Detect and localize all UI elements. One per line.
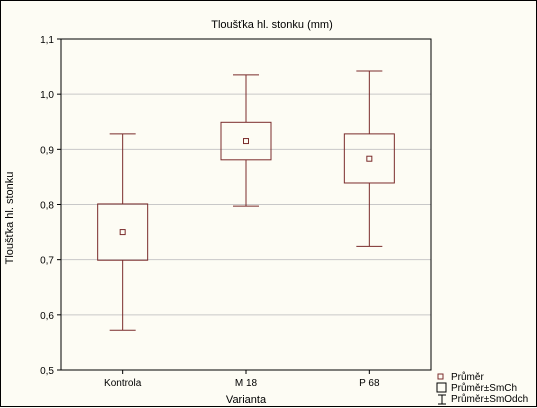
y-tick-label: 1,0 — [40, 90, 54, 101]
y-axis-label: Tloušťka hl. stonku — [4, 172, 16, 265]
x-tick-label: P 68 — [359, 378, 380, 389]
legend-mean-icon — [437, 373, 444, 380]
se-box — [343, 133, 395, 184]
box-marks — [97, 70, 395, 331]
legend-se-label: Průměr±SmCh — [451, 382, 517, 394]
mean-marker — [119, 229, 126, 236]
box-kontrola — [97, 133, 149, 331]
x-axis-label: Varianta — [226, 394, 267, 406]
box-p-68 — [343, 70, 395, 247]
se-box — [97, 203, 149, 261]
box-m-18 — [220, 74, 272, 207]
legend-mean-label: Průměr — [451, 371, 484, 383]
legend-sd-label: Průměr±SmOdch — [451, 393, 528, 405]
y-tick-label: 0,5 — [40, 366, 54, 377]
chart-title: Tloušťka hl. stonku (mm) — [211, 19, 333, 31]
y-tick-label: 0,7 — [40, 256, 54, 267]
y-tick-label: 0,8 — [40, 201, 54, 212]
x-tick-label: Kontrola — [104, 378, 142, 389]
mean-marker — [243, 138, 249, 145]
legend: Průměr Průměr±SmCh Průměr±SmOdch — [436, 371, 528, 405]
y-tick-label: 0,9 — [40, 145, 54, 156]
legend-se-icon — [436, 382, 447, 393]
mean-marker — [366, 155, 373, 162]
y-tick-label: 0,6 — [40, 311, 54, 322]
x-tick-label: M 18 — [235, 378, 258, 389]
se-box — [220, 121, 272, 161]
y-axis-ticks: 0,5 0,6 0,7 0,8 0,9 1,0 1,1 — [40, 35, 61, 377]
x-axis-ticks: Kontrola M 18 P 68 — [104, 370, 380, 389]
y-tick-label: 1,1 — [40, 35, 54, 46]
